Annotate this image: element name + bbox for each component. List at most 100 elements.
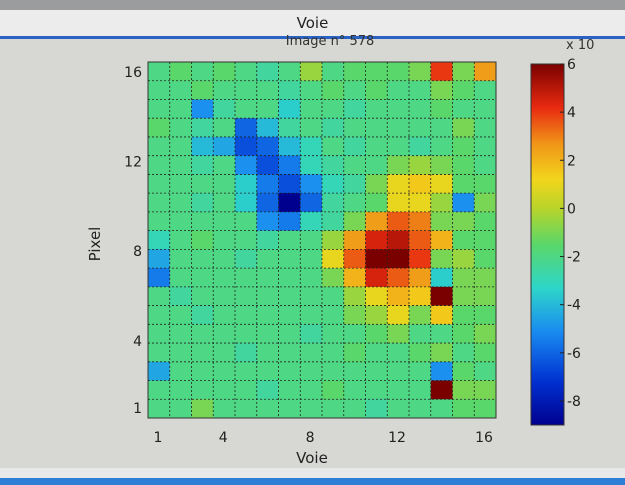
heatmap-cell — [213, 361, 236, 381]
heatmap-cell — [148, 211, 171, 232]
heatmap-title: Image n° 578 — [285, 34, 375, 49]
heatmap-cell — [169, 80, 192, 100]
heatmap-cell — [365, 324, 388, 344]
heatmap-cell — [191, 399, 214, 419]
heatmap-cell — [322, 99, 345, 119]
heatmap-cell — [278, 193, 301, 213]
heatmap-cell — [365, 118, 388, 138]
heatmap-cell — [256, 174, 279, 194]
heatmap-cell — [148, 286, 171, 306]
heatmap-cell — [148, 324, 171, 344]
heatmap-cell — [409, 211, 432, 232]
heatmap-cell — [387, 136, 410, 157]
window-title: Voie — [0, 10, 625, 39]
heatmap-cell — [409, 249, 432, 269]
heatmap-cell — [409, 118, 432, 138]
heatmap-cell — [387, 249, 410, 269]
heatmap-cell — [409, 324, 432, 344]
heatmap-cell — [235, 99, 258, 119]
heatmap-cell — [430, 380, 453, 400]
heatmap-cell — [409, 99, 432, 119]
colorbar-tick-label: 4 — [567, 105, 576, 121]
heatmap-cell — [322, 324, 345, 344]
heatmap-cell — [474, 136, 497, 157]
heatmap-cell — [169, 136, 192, 157]
heatmap-cell — [169, 193, 192, 213]
heatmap-cell — [191, 305, 214, 325]
heatmap-cell — [148, 361, 171, 381]
heatmap-cell — [343, 174, 366, 194]
heatmap-cell — [322, 361, 345, 381]
x-tick-label: 8 — [306, 430, 315, 446]
heatmap-cell — [300, 380, 323, 400]
heatmap-cell — [409, 361, 432, 381]
heatmap-cell — [365, 361, 388, 381]
heatmap-cell — [430, 118, 453, 138]
x-tick-label: 1 — [154, 430, 163, 446]
heatmap-cell — [300, 118, 323, 138]
heatmap-cell — [148, 305, 171, 325]
y-tick-label: 4 — [133, 334, 142, 350]
heatmap-cell — [387, 118, 410, 138]
heatmap-cell — [148, 193, 171, 213]
heatmap-cell — [452, 211, 475, 232]
heatmap-cell — [365, 136, 388, 157]
heatmap-cell — [278, 80, 301, 100]
heatmap-cell — [256, 80, 279, 100]
heatmap-cell — [430, 361, 453, 381]
heatmap-cell — [300, 399, 323, 419]
heatmap-cell — [300, 324, 323, 344]
heatmap-cell — [256, 118, 279, 138]
heatmap-cell — [452, 361, 475, 381]
heatmap-cell — [300, 62, 323, 82]
heatmap-cell — [148, 343, 171, 363]
heatmap-cell — [365, 193, 388, 213]
heatmap-cell — [191, 136, 214, 157]
heatmap-cell — [387, 343, 410, 363]
heatmap-cell — [191, 361, 214, 381]
heatmap-cell — [278, 343, 301, 363]
heatmap-cell — [365, 230, 388, 250]
heatmap-cell — [213, 343, 236, 363]
heatmap-cell — [213, 62, 236, 82]
heatmap-cell — [365, 99, 388, 119]
heatmap-cell — [322, 399, 345, 419]
heatmap-cell — [387, 62, 410, 82]
heatmap-cell — [278, 211, 301, 232]
heatmap-cell — [474, 211, 497, 232]
heatmap-cell — [474, 361, 497, 381]
heatmap-cell — [474, 62, 497, 82]
y-tick-label: 1 — [133, 401, 142, 417]
heatmap-cell — [213, 230, 236, 250]
heatmap-cell — [213, 324, 236, 344]
heatmap-cell — [169, 62, 192, 82]
heatmap-cell — [235, 249, 258, 269]
heatmap-cell — [169, 399, 192, 419]
heatmap-cell — [169, 118, 192, 138]
heatmap-cell — [235, 174, 258, 194]
heatmap-cell — [452, 193, 475, 213]
heatmap-cell — [148, 118, 171, 138]
heatmap-cell — [365, 380, 388, 400]
heatmap-cell — [169, 230, 192, 250]
heatmap-cell — [235, 211, 258, 232]
heatmap-cell — [474, 399, 497, 419]
heatmap-cell — [365, 343, 388, 363]
heatmap-cell — [278, 305, 301, 325]
heatmap-cell — [148, 380, 171, 400]
heatmap-cell — [430, 193, 453, 213]
heatmap-cell — [148, 62, 171, 82]
heatmap-cell — [452, 286, 475, 306]
heatmap-cell — [452, 305, 475, 325]
heatmap-cell — [387, 174, 410, 194]
y-tick-label: 16 — [124, 65, 142, 81]
plot-grid — [148, 62, 496, 418]
heatmap-cell — [343, 155, 366, 175]
x-tick-label: 16 — [475, 430, 493, 446]
heatmap-cell — [235, 380, 258, 400]
heatmap-cell — [409, 286, 432, 306]
heatmap-cell — [213, 249, 236, 269]
heatmap-cell — [191, 193, 214, 213]
heatmap-cell — [256, 230, 279, 250]
